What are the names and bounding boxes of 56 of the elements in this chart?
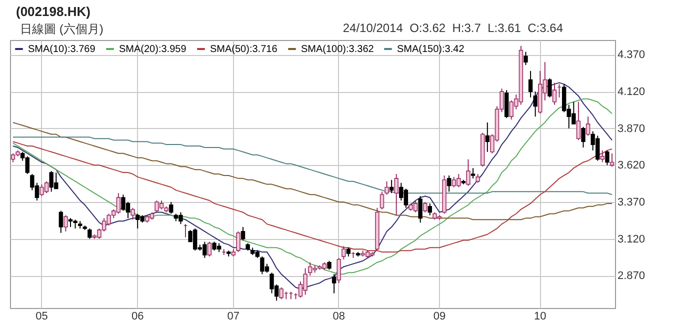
candlestick bbox=[169, 201, 174, 214]
candlestick bbox=[581, 126, 586, 148]
candlestick bbox=[548, 78, 552, 98]
candlestick bbox=[389, 179, 394, 194]
candlestick bbox=[336, 257, 341, 284]
candlestick bbox=[446, 174, 452, 192]
candlestick bbox=[428, 202, 432, 216]
candlestick bbox=[130, 207, 135, 220]
legend-label: SMA(100):3.362 bbox=[301, 44, 374, 55]
candlestick bbox=[418, 196, 422, 224]
candlestick bbox=[586, 116, 590, 136]
candlestick bbox=[600, 150, 605, 163]
x-tick-label: 06 bbox=[131, 310, 144, 322]
candlestick bbox=[240, 226, 246, 241]
x-tick-label: 10 bbox=[534, 310, 546, 322]
candlestick bbox=[58, 210, 64, 234]
candlestick bbox=[394, 174, 398, 216]
x-tick-label: 08 bbox=[332, 310, 345, 322]
text: 24/10/2014 O:3.62 H:3.7 L:3.61 C:3.64 bbox=[342, 21, 563, 35]
candlestick bbox=[524, 51, 528, 66]
candlestick bbox=[576, 101, 581, 141]
legend-label: SMA(20):3.959 bbox=[119, 44, 187, 55]
candlestick bbox=[504, 90, 509, 119]
candlestick bbox=[64, 214, 68, 232]
candlestick bbox=[605, 150, 610, 166]
candlestick bbox=[528, 70, 533, 98]
candlestick bbox=[207, 241, 212, 257]
chart-subtitle: 日線圖 (六個月) bbox=[20, 21, 104, 38]
y-tick-label: 3.370 bbox=[618, 196, 646, 208]
candlestick bbox=[88, 228, 92, 240]
chart-title: (002198.HK) bbox=[16, 4, 90, 19]
line-series bbox=[12, 122, 613, 220]
legend-label: SMA(50):3.716 bbox=[210, 44, 278, 55]
candlestick bbox=[384, 180, 389, 196]
y-tick-label: 3.120 bbox=[618, 233, 646, 246]
y-tick-label: 3.870 bbox=[618, 122, 646, 135]
candlestick bbox=[552, 82, 557, 106]
legend-label: SMA(10):3.769 bbox=[28, 44, 96, 55]
candlestick bbox=[485, 122, 490, 152]
x-tick-label: 09 bbox=[433, 310, 446, 322]
y-tick-label: 3.620 bbox=[618, 160, 646, 172]
candlestick bbox=[470, 168, 476, 179]
candlestick bbox=[342, 246, 346, 260]
candlestick bbox=[466, 158, 470, 186]
legend-label: SMA(150):3.42 bbox=[397, 44, 465, 55]
candlestick bbox=[610, 152, 614, 168]
candlestick bbox=[423, 201, 428, 213]
candlestick bbox=[533, 91, 538, 118]
y-tick-label: 4.370 bbox=[618, 49, 646, 62]
x-tick-label: 05 bbox=[36, 310, 48, 322]
y-tick-label: 4.120 bbox=[618, 86, 646, 98]
candlestick bbox=[332, 274, 336, 294]
y-tick-label: 2.870 bbox=[618, 270, 646, 282]
x-tick-label: 07 bbox=[227, 310, 240, 322]
candlestick bbox=[380, 191, 384, 210]
candlestick bbox=[236, 230, 240, 253]
